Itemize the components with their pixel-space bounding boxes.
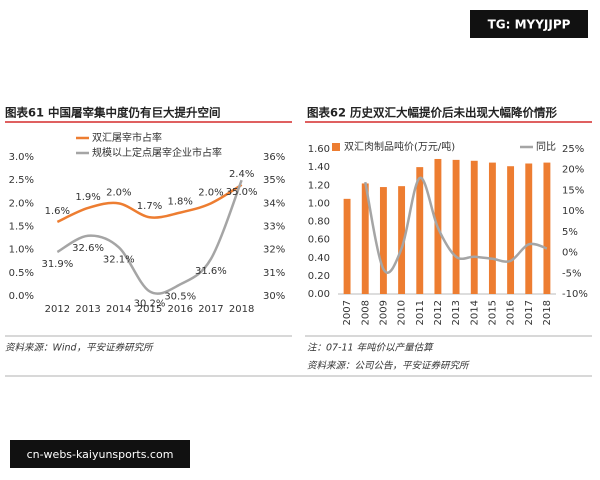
y2-tick-label: 31% (263, 268, 285, 279)
y2-tick-label: 33% (263, 222, 285, 233)
y-tick-label: 1.00 (308, 198, 330, 209)
chart-title: 图表62 历史双汇大幅提价后未出现大幅降价情形 (307, 106, 558, 120)
bar (416, 167, 424, 294)
y-tick-label: 0.5% (9, 268, 34, 279)
y2-tick-label: 0% (562, 248, 578, 259)
y2-tick-label: 35% (263, 175, 285, 186)
line (56, 183, 243, 224)
y-tick-label: 0.40 (308, 253, 330, 264)
y2-tick-label: 32% (263, 245, 285, 256)
bar (343, 198, 351, 294)
chart-title: 图表61 中国屠宰集中度仍有巨大提升空间 (5, 106, 221, 120)
data-label: 1.9% (75, 192, 100, 203)
source: 资料来源：Wind，平安证券研究所 (5, 342, 154, 354)
legend-label: 双汇屠宰市占率 (92, 131, 162, 144)
y-tick-label: 0.0% (9, 291, 34, 302)
y2-tick-label: -10% (562, 289, 588, 300)
bar (361, 183, 369, 294)
y-tick-label: 0.20 (308, 271, 330, 282)
y2-tick-label: -5% (562, 268, 581, 279)
y-tick-label: 1.0% (9, 245, 34, 256)
x-tick-label: 2015 (137, 304, 162, 315)
bar (398, 186, 406, 294)
footer-badge: cn-webs-kaiyunsports.com (27, 448, 174, 461)
x-tick-label: 2014 (106, 304, 131, 315)
data-label: 31.6% (195, 266, 227, 277)
bar (507, 166, 515, 294)
legend-label: 同比 (536, 141, 556, 153)
watermark-box (470, 10, 588, 38)
y2-tick-label: 36% (263, 152, 285, 163)
y2-tick-label: 25% (562, 144, 584, 155)
watermark: TG: MYYJJPP (488, 18, 571, 32)
x-tick-label: 2017 (198, 304, 223, 315)
legend-label: 规模以上定点屠宰企业市占率 (92, 146, 222, 159)
y2-tick-label: 34% (263, 198, 285, 209)
bar (488, 162, 496, 294)
y-tick-label: 1.60 (308, 144, 330, 155)
data-label: 30.2% (134, 298, 166, 309)
data-label: 31.9% (41, 259, 73, 270)
data-label: 1.8% (168, 197, 193, 208)
data-label: 35.0% (226, 187, 258, 198)
legend-label: 双汇肉制品吨价(万元/吨) (344, 140, 455, 153)
x-tick-label: 2009 (378, 300, 389, 325)
data-label: 1.7% (137, 201, 162, 212)
x-tick-label: 2008 (360, 300, 371, 325)
bar (525, 163, 533, 294)
y2-tick-label: 10% (562, 206, 584, 217)
bar (379, 187, 387, 294)
legend-swatch (332, 143, 340, 151)
y-tick-label: 3.0% (9, 152, 34, 163)
bar (470, 160, 478, 294)
data-label: 2.0% (106, 187, 131, 198)
data-label: 32.1% (103, 254, 135, 265)
y-tick-label: 1.5% (9, 222, 34, 233)
line (56, 179, 243, 295)
y-tick-label: 1.40 (308, 162, 330, 173)
x-tick-label: 2017 (524, 300, 535, 325)
y-tick-label: 0.00 (308, 289, 330, 300)
bar (452, 159, 460, 294)
x-tick-label: 2010 (397, 300, 408, 325)
x-tick-label: 2013 (451, 300, 462, 325)
x-tick-label: 2014 (469, 300, 480, 325)
x-tick-label: 2012 (433, 300, 444, 325)
data-label: 1.6% (45, 206, 70, 217)
x-tick-label: 2011 (415, 300, 426, 325)
y2-tick-label: 5% (562, 227, 578, 238)
bar (543, 162, 551, 294)
x-tick-label: 2018 (542, 300, 553, 325)
data-label: 2.4% (229, 169, 254, 180)
y2-tick-label: 20% (562, 165, 584, 176)
x-tick-label: 2018 (229, 304, 254, 315)
x-tick-label: 2015 (487, 300, 498, 325)
x-tick-label: 2012 (45, 304, 70, 315)
data-label: 32.6% (72, 243, 104, 254)
x-tick-label: 2016 (167, 304, 192, 315)
y-tick-label: 2.5% (9, 175, 34, 186)
x-tick-label: 2013 (75, 304, 100, 315)
y2-tick-label: 30% (263, 291, 285, 302)
data-label: 2.0% (198, 187, 223, 198)
footer-badge-box (10, 440, 190, 468)
y-tick-label: 0.60 (308, 235, 330, 246)
data-label: 30.5% (164, 291, 196, 302)
y-tick-label: 0.80 (308, 217, 330, 228)
note: 注：07-11 年吨价以产量估算 (307, 342, 434, 354)
source: 资料来源：公司公告，平安证券研究所 (307, 360, 470, 372)
y2-tick-label: 15% (562, 185, 584, 196)
y-tick-label: 1.20 (308, 180, 330, 191)
line (364, 176, 548, 274)
y-tick-label: 2.0% (9, 198, 34, 209)
x-tick-label: 2007 (342, 300, 353, 325)
x-tick-label: 2016 (506, 300, 517, 325)
